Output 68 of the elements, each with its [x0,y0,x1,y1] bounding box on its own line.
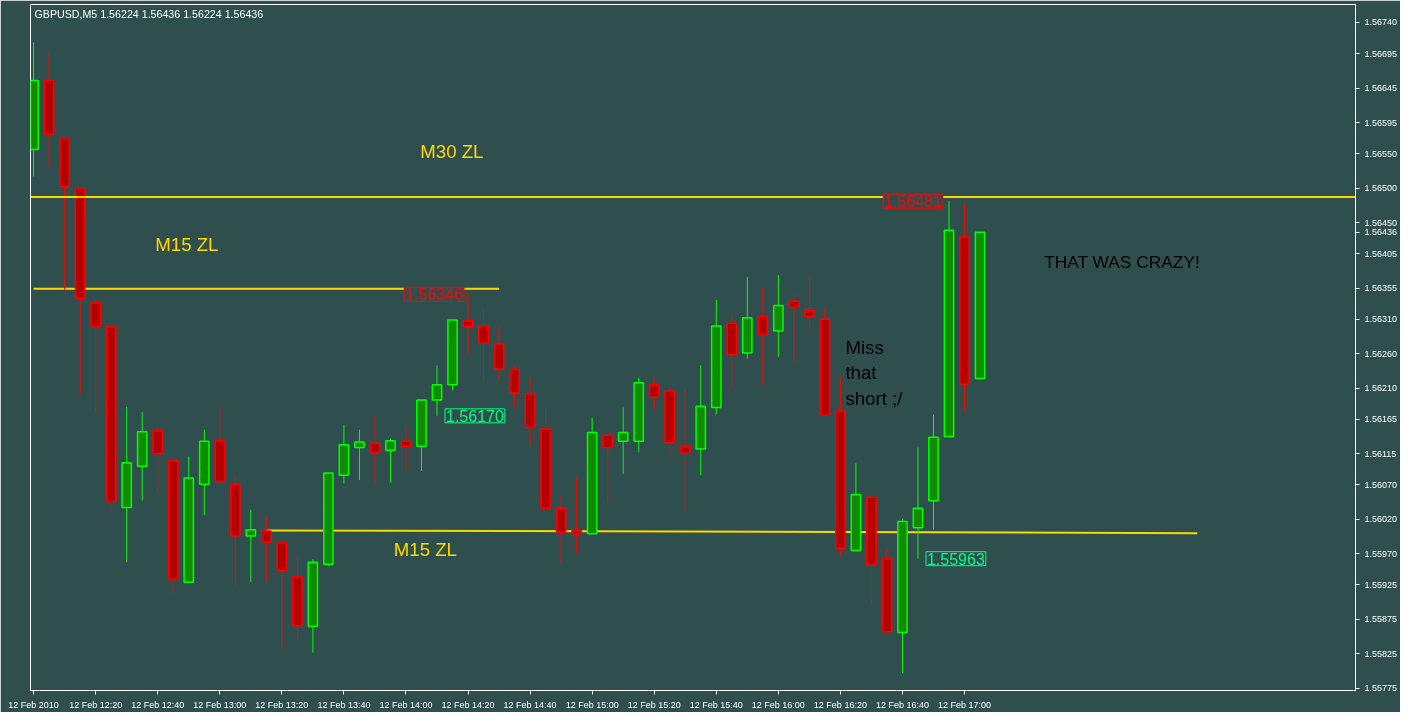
y-tick-label: 1.56020 [1364,514,1398,525]
candlestick [354,429,365,481]
x-tick-label: 12 Feb 14:20 [441,699,495,710]
y-tick-label: 1.55875 [1364,614,1398,625]
y-tick-label: 1.55825 [1364,648,1398,659]
x-tick-label: 12 Feb 13:00 [193,699,247,710]
x-tick-label: 12 Feb 12:40 [131,699,185,710]
y-tick-label: 1.56070 [1364,479,1398,490]
y-tick-label: 1.56260 [1364,348,1398,359]
candlestick [462,293,474,355]
annotation: 1.56481 [884,193,943,211]
x-tick-label: 12 Feb 17:00 [938,699,992,710]
y-tick-label: 1.56740 [1364,17,1398,28]
x-tick-label: 12 Feb 13:40 [317,699,371,710]
annotation: M15 ZL [393,539,457,561]
y-tick-label: 1.56450 [1364,217,1398,228]
y-tick-label: 1.56210 [1364,383,1398,394]
candlestick [245,509,257,583]
candlestick [912,447,924,560]
y-tick-label: 1.56165 [1364,414,1398,425]
annotation: 1.55963 [926,550,985,568]
candlestick [260,516,272,583]
y-tick-label: 1.56310 [1364,314,1398,325]
candlestick [400,427,412,473]
x-tick-label: 12 Feb 15:00 [565,699,619,710]
annotation: M15 ZL [155,234,219,256]
x-tick-label: 12 Feb 16:40 [875,699,929,710]
candlestick [571,476,583,554]
x-tick-label: 12 Feb 13:20 [255,699,309,710]
candlestick [788,293,800,363]
y-tick-label: 1.56115 [1364,448,1397,459]
x-tick-label: 12 Feb 15:20 [627,699,681,710]
x-tick-label: 12 Feb 14:00 [379,699,433,710]
candlestick [679,388,691,513]
x-tick-label: 12 Feb 16:20 [813,699,867,710]
candlestick [152,424,164,493]
y-tick-label: 1.56595 [1364,117,1398,128]
annotation: Miss that short ;/ [845,337,904,409]
x-tick-label: 12 Feb 12:20 [69,699,123,710]
candlestick [369,415,381,484]
candlestick [617,407,629,475]
candlestick [803,276,815,331]
annotation: 1.56170 [446,407,504,425]
y-tick-label: 1.56695 [1364,48,1398,59]
x-tick-label: 12 Feb 2010 [8,699,59,710]
candlestick [757,286,769,386]
y-tick-label: 1.56550 [1364,148,1398,159]
y-tick-label: 1.56405 [1364,248,1398,259]
candlestick [509,365,520,408]
x-tick-label: 12 Feb 16:00 [751,699,805,710]
y-tick-label: 1.56645 [1364,83,1398,94]
candlestick [478,307,489,382]
annotation: 1.56346 [405,286,464,304]
candlestick [648,377,660,410]
x-tick-label: 12 Feb 14:40 [503,699,557,710]
annotation: THAT WAS CRAZY! [1044,251,1200,272]
chart-title: GBPUSD,M5 1.56224 1.56436 1.56224 1.56436 [34,7,264,20]
annotation: M30 ZL [420,141,484,163]
y-tick-label: 1.55970 [1364,548,1398,559]
y-tick-label: 1.56355 [1364,283,1398,294]
candlestick [385,438,396,484]
y-tick-label: 1.55775 [1364,683,1398,694]
y-tick-label: 1.55925 [1364,579,1398,590]
y-tick-label: 1.56436 [1364,227,1398,238]
y-tick-label: 1.56500 [1364,183,1398,194]
candlestick [431,364,443,417]
x-tick-label: 12 Feb 15:40 [689,699,743,710]
candlestick [602,431,614,503]
